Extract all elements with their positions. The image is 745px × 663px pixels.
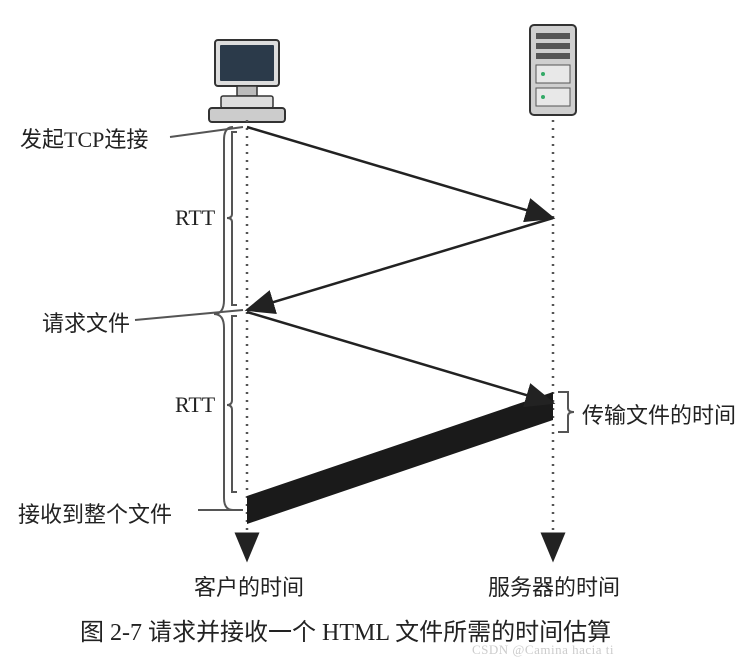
rtt2-bracket (227, 316, 237, 492)
file-transfer-band (247, 392, 553, 524)
main-bracket (214, 127, 233, 510)
client-time-label: 客户的时间 (194, 570, 304, 602)
diagram-container: 发起TCP连接 RTT 请求文件 RTT 接收到整个文件 传输文件的时间 客户的… (0, 0, 745, 658)
server-time-label: 服务器的时间 (488, 570, 620, 602)
rtt1-bracket (227, 132, 237, 305)
receive-all-label: 接收到整个文件 (18, 497, 172, 529)
request-arrow (247, 312, 553, 403)
tcp-syn-arrow (247, 127, 553, 218)
transfer-time-bracket (558, 392, 574, 432)
server-tower-icon (530, 25, 576, 115)
watermark: CSDN @Camina hacia ti (472, 642, 614, 658)
rtt1-label: RTT (175, 205, 215, 231)
request-file-leader (135, 310, 243, 320)
request-file-label: 请求文件 (42, 306, 130, 338)
transfer-time-label: 传输文件的时间 (582, 398, 736, 430)
rtt2-label: RTT (175, 392, 215, 418)
tcp-synack-arrow (247, 218, 553, 310)
client-computer-icon (209, 40, 285, 122)
initiate-tcp-label: 发起TCP连接 (20, 122, 148, 154)
